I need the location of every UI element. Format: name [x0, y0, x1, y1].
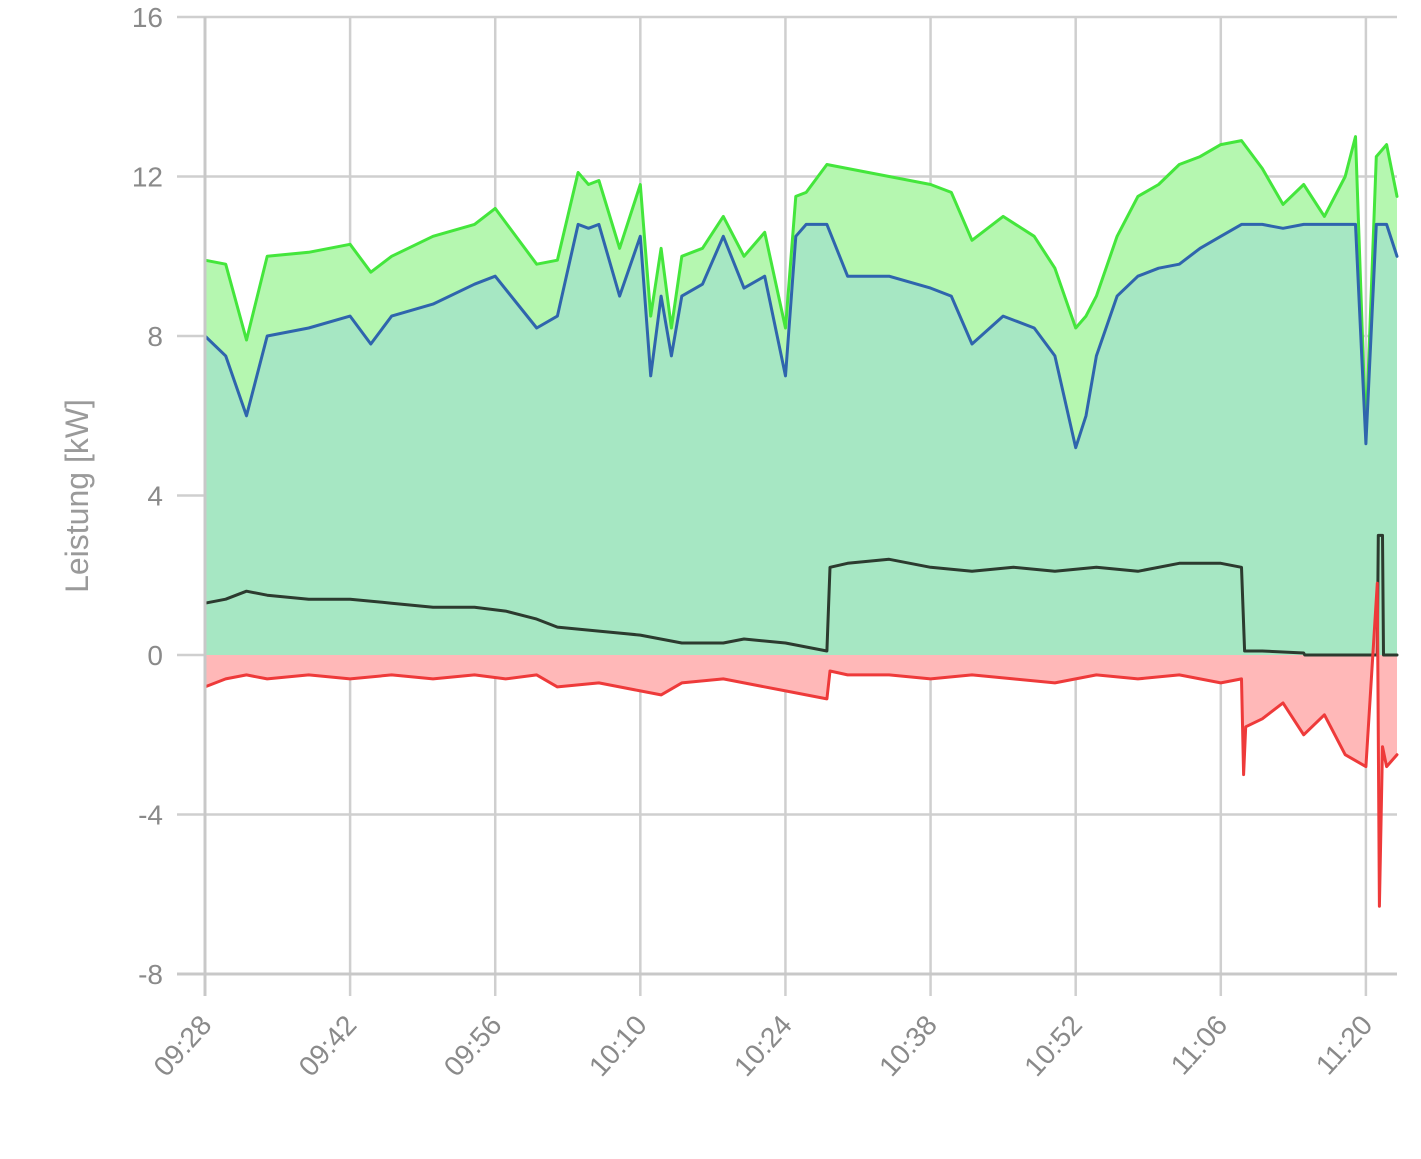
y-tick-labels: 16 12 8 4 0 -4 -8	[132, 2, 163, 990]
y-tick-label: -8	[138, 959, 163, 990]
x-tick-labels: 09:28 09:42 09:56 10:10 10:24 10:38 10:52 11:06…	[148, 1009, 1379, 1082]
y-tick-label: 16	[132, 2, 163, 33]
axes	[177, 17, 1397, 996]
y-axis-label: Leistung [kW]	[59, 399, 95, 593]
y-tick-label: 8	[147, 321, 163, 352]
x-tick-label: 11:20	[1310, 1009, 1379, 1080]
series-areas	[205, 136, 1397, 907]
series-line-green	[203, 135, 1399, 438]
x-tick-label: 10:24	[728, 1009, 798, 1082]
series-line-blue	[203, 222, 1399, 450]
y-tick-label: 12	[132, 162, 163, 193]
area-blue	[205, 224, 1397, 655]
y-tick-label: 0	[147, 640, 163, 671]
x-tick-label: 09:56	[438, 1009, 508, 1082]
series-lines	[203, 135, 1399, 908]
x-tick-label: 11:06	[1165, 1009, 1234, 1080]
y-tick-label: 4	[147, 481, 163, 512]
y-tick-label: -4	[138, 800, 163, 831]
x-tick-label: 10:38	[873, 1009, 943, 1082]
area-red	[205, 583, 1397, 907]
x-tick-label: 09:28	[148, 1009, 218, 1082]
x-tick-label: 09:42	[293, 1009, 363, 1082]
series-line-dark	[203, 533, 1399, 657]
x-tick-label: 10:52	[1018, 1009, 1088, 1082]
series-line-red	[203, 581, 1399, 908]
x-tick-label: 10:10	[583, 1009, 653, 1082]
